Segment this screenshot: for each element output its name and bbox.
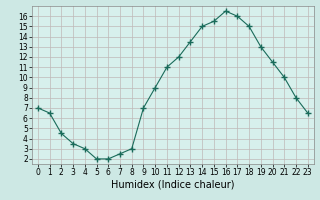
X-axis label: Humidex (Indice chaleur): Humidex (Indice chaleur) (111, 180, 235, 190)
